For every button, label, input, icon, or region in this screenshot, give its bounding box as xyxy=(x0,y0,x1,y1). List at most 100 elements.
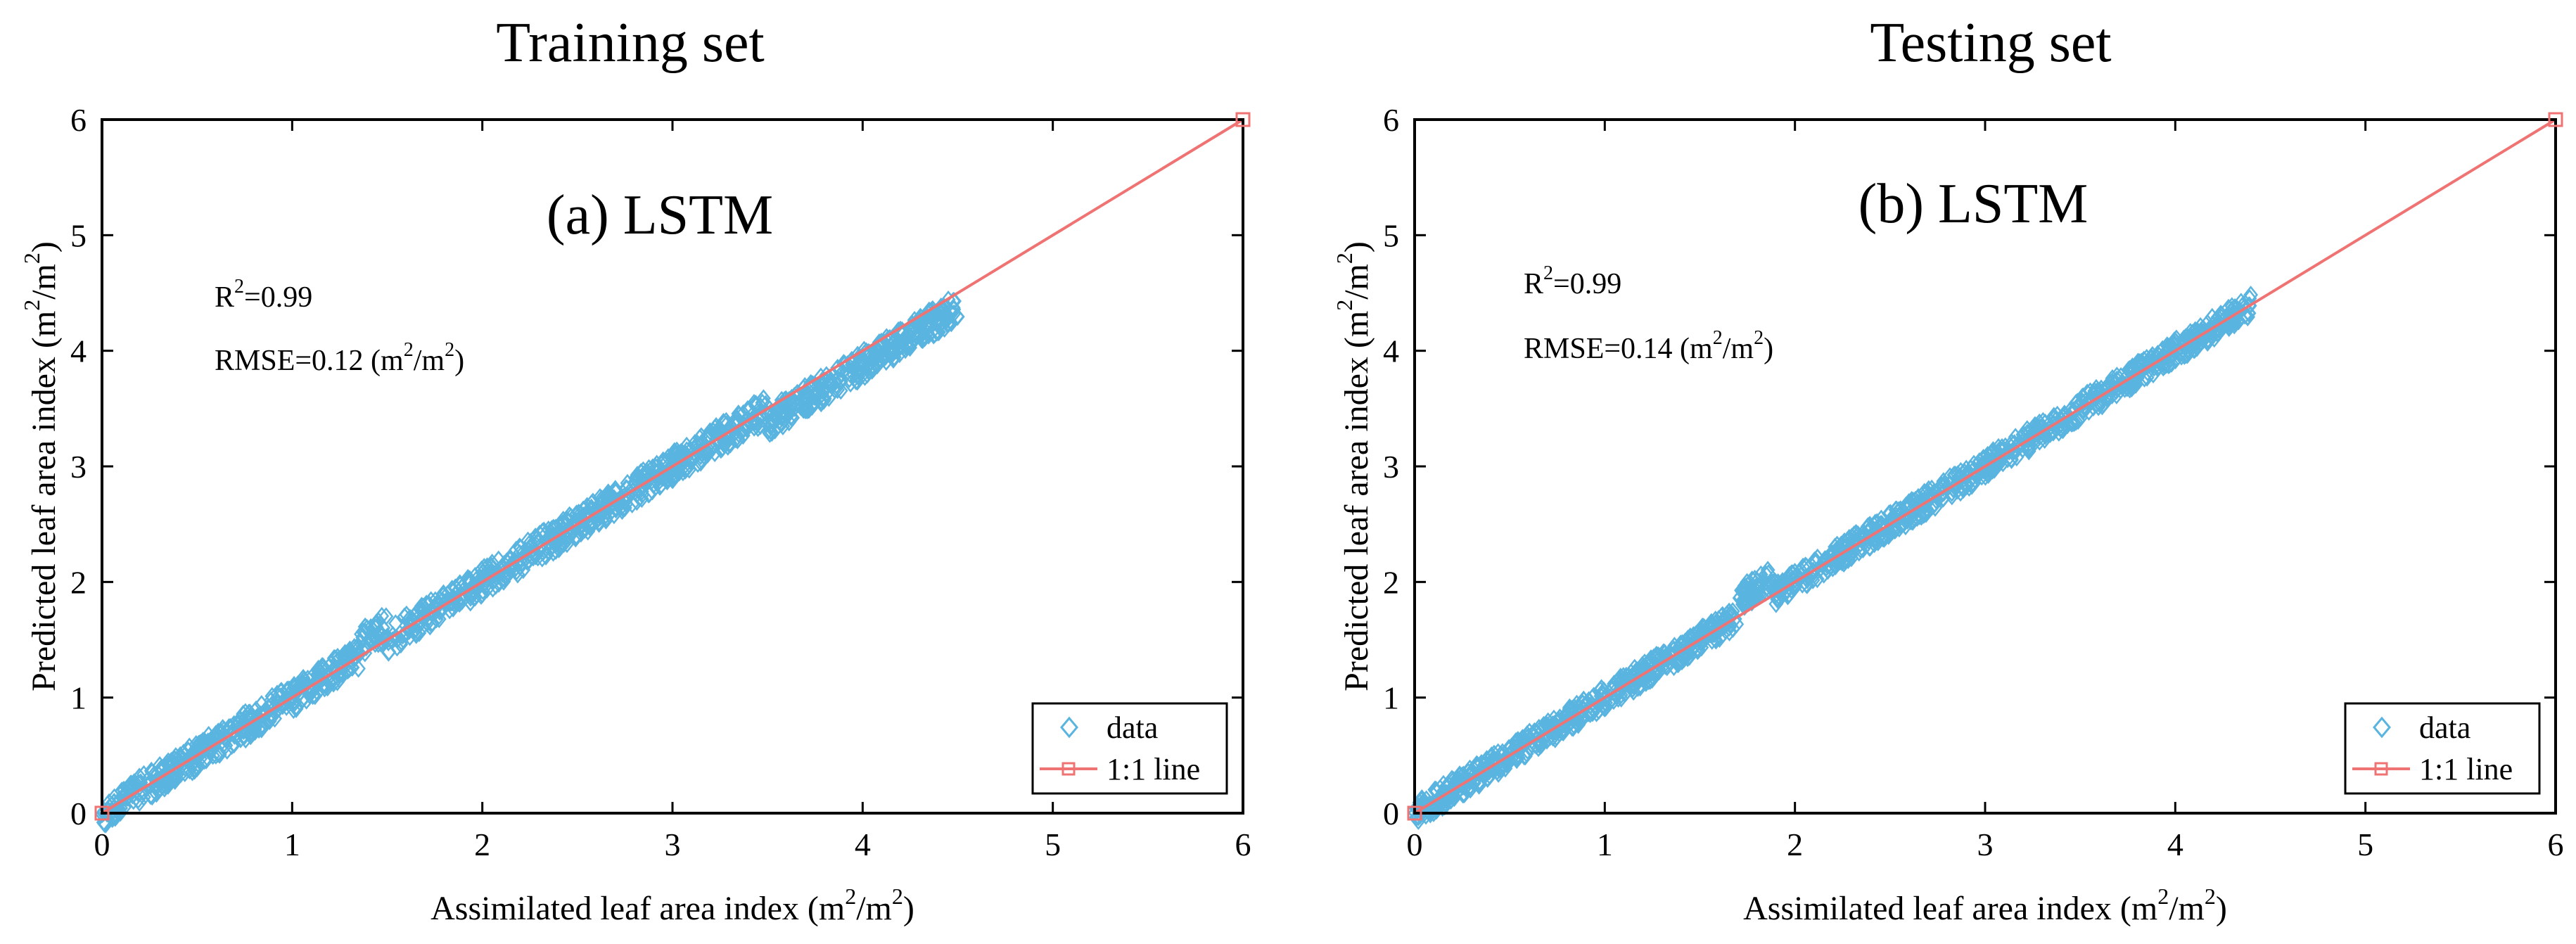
data-point xyxy=(746,418,762,437)
data-point xyxy=(2095,397,2110,416)
data-point xyxy=(97,815,113,834)
data-point xyxy=(816,391,831,410)
data-point xyxy=(597,507,612,526)
data-point xyxy=(1517,747,1532,766)
data-point xyxy=(594,495,609,514)
data-point xyxy=(196,732,212,751)
data-point xyxy=(357,617,373,636)
data-point xyxy=(1705,625,1720,644)
data-point xyxy=(479,580,495,599)
data-point xyxy=(447,585,463,604)
data-point xyxy=(641,485,656,504)
r-squared-label: R2=0.99 xyxy=(215,276,312,314)
data-point xyxy=(2168,351,2183,370)
data-point xyxy=(778,390,793,409)
y-axis-label: Predicted leaf area index (m2/m2) xyxy=(1332,241,1375,691)
data-point xyxy=(2118,368,2134,387)
data-point xyxy=(1745,585,1761,604)
data-point xyxy=(1736,590,1751,609)
data-point xyxy=(167,772,183,791)
data-point xyxy=(901,336,916,355)
data-point xyxy=(2243,286,2259,305)
data-point xyxy=(760,406,776,425)
data-point xyxy=(1638,673,1654,692)
x-tick-label: 0 xyxy=(94,827,110,862)
data-point xyxy=(296,671,312,690)
data-point xyxy=(1422,803,1438,822)
y-tick-label: 2 xyxy=(70,564,87,600)
data-point xyxy=(535,549,550,568)
data-point xyxy=(1508,732,1523,751)
data-point xyxy=(740,400,755,419)
data-point xyxy=(2013,434,2027,453)
data-point xyxy=(950,307,965,326)
legend-box xyxy=(2344,702,2541,795)
data-point xyxy=(414,597,429,615)
data-point xyxy=(2009,448,2025,467)
data-point xyxy=(1708,611,1723,630)
data-point xyxy=(1597,699,1612,717)
data-point xyxy=(1985,461,2001,480)
data-point xyxy=(876,347,891,366)
data-point xyxy=(563,507,579,526)
chart-training: Training set 0 1 2 3 4 5 6 0 1 2 3 4 5 6 (a) LSTM R2… xyxy=(19,12,1251,927)
data-point xyxy=(1807,551,1823,570)
data-point xyxy=(601,485,616,504)
one-to-one-marker xyxy=(1407,805,1422,821)
scatter-data-band xyxy=(1408,286,2259,830)
data-point xyxy=(1642,656,1657,675)
data-point xyxy=(763,421,778,440)
data-point xyxy=(2003,449,2019,468)
x-tick-label: 1 xyxy=(284,827,300,862)
data-point xyxy=(650,463,665,482)
y-axis-label: Predicted leaf area index (m2/m2) xyxy=(19,241,63,691)
x-tick-label: 6 xyxy=(1235,827,1251,862)
data-point xyxy=(219,741,235,760)
x-tick-label: 2 xyxy=(1787,827,1803,862)
legend-line-label: 1:1 line xyxy=(1107,752,1200,786)
data-point xyxy=(1832,552,1848,571)
data-point xyxy=(569,527,585,546)
data-point xyxy=(1986,455,2001,474)
data-point xyxy=(1839,537,1854,556)
data-point xyxy=(1541,717,1556,736)
data-point xyxy=(182,761,198,780)
data-point xyxy=(1820,556,1835,575)
data-point xyxy=(762,424,777,443)
data-point xyxy=(530,548,546,567)
y-tick-label: 1 xyxy=(70,680,87,716)
y-tick-label: 6 xyxy=(1383,102,1399,138)
data-point xyxy=(1602,693,1617,712)
data-point xyxy=(2051,423,2067,442)
legend: data 1:1 line xyxy=(2344,702,2541,795)
data-point xyxy=(585,492,601,511)
legend-line-marker-icon xyxy=(1061,762,1076,776)
data-point xyxy=(1543,717,1559,736)
chart-testing: Testing set 0 1 2 3 4 5 6 0 1 2 3 4 5 6 (b) LSTM R2=… xyxy=(1332,12,2564,927)
legend-data-label: data xyxy=(1107,710,1158,745)
data-point xyxy=(878,347,893,366)
one-to-one-marker xyxy=(1235,112,1251,127)
data-point xyxy=(1737,597,1752,616)
data-point xyxy=(1810,570,1825,589)
x-tick-label: 6 xyxy=(2548,827,2564,862)
y-tick-label: 1 xyxy=(1383,680,1399,716)
data-point xyxy=(841,369,857,388)
data-point xyxy=(1619,683,1633,702)
data-point xyxy=(253,705,268,724)
data-point xyxy=(1512,734,1526,753)
data-point xyxy=(2124,376,2139,395)
data-point xyxy=(672,463,687,482)
data-point xyxy=(722,433,738,452)
data-point xyxy=(1828,537,1842,556)
data-point xyxy=(927,325,943,344)
data-point xyxy=(1760,561,1775,580)
data-point xyxy=(669,457,684,476)
data-point xyxy=(269,694,285,713)
data-point xyxy=(542,528,556,547)
data-point xyxy=(2083,382,2098,401)
data-point xyxy=(157,776,172,795)
data-point xyxy=(2081,391,2097,410)
data-point xyxy=(1491,743,1506,762)
